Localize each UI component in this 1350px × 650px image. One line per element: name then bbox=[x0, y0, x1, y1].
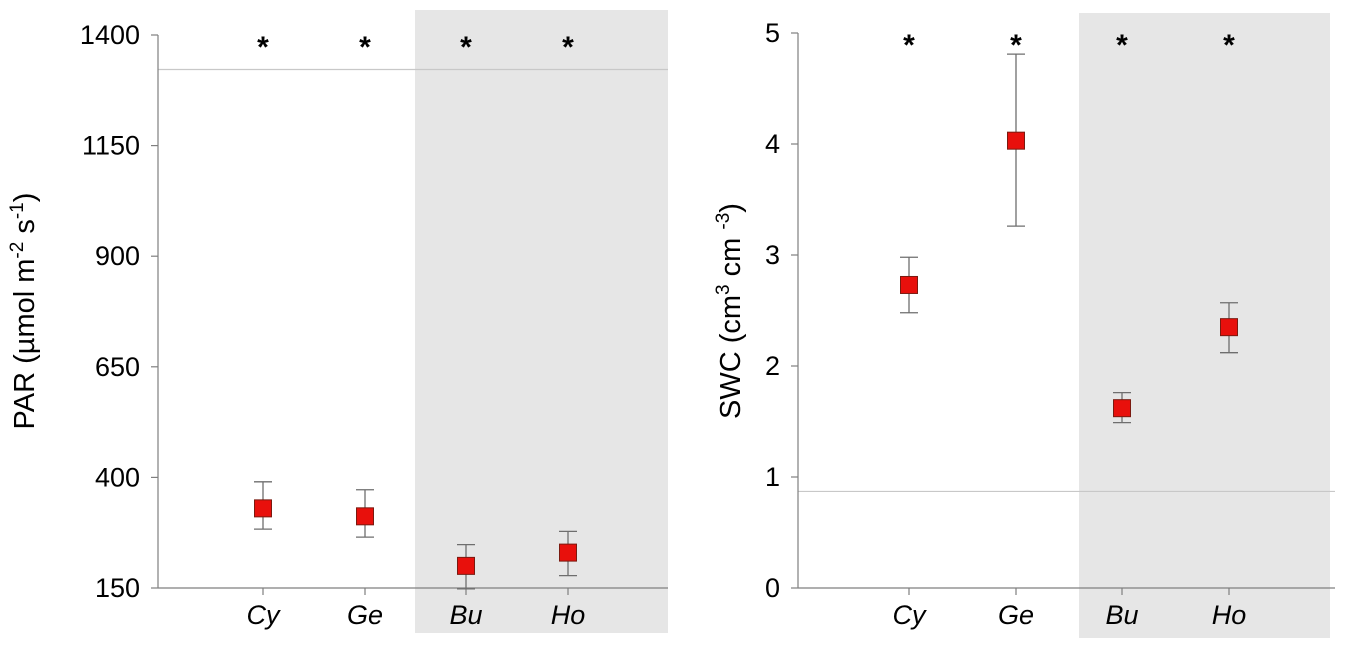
par-significance-star: * bbox=[257, 31, 269, 64]
swc-significance-star: * bbox=[1116, 29, 1128, 62]
swc-y-tick-label: 2 bbox=[765, 351, 780, 381]
par-data-point bbox=[559, 543, 577, 562]
swc-y-tick-label: 4 bbox=[765, 129, 780, 159]
swc-y-tick-label: 1 bbox=[765, 462, 780, 492]
par-data-point bbox=[254, 499, 272, 518]
swc-x-tick-label: Cy bbox=[893, 600, 927, 630]
par-x-tick-label: Ho bbox=[551, 600, 586, 630]
swc-y-tick-label: 3 bbox=[765, 240, 780, 270]
par-x-tick-label: Ge bbox=[347, 600, 383, 630]
swc-x-tick-label: Ge bbox=[998, 600, 1034, 630]
swc-significance-star: * bbox=[903, 29, 915, 62]
par-chart-panel: 150 400 650 900 1150 1400 Cy Ge Bu Ho PAR (µmol m-… bbox=[7, 10, 668, 633]
par-y-tick-label: 900 bbox=[95, 241, 140, 271]
par-data-point bbox=[457, 556, 475, 575]
par-y-tick-label: 400 bbox=[95, 462, 140, 492]
par-significance-star: * bbox=[562, 31, 574, 64]
swc-x-tick-label: Bu bbox=[1105, 600, 1138, 630]
swc-significance-star: * bbox=[1223, 29, 1235, 62]
par-x-tick-label: Bu bbox=[449, 600, 482, 630]
par-significance-star: * bbox=[359, 31, 371, 64]
swc-y-axis-title: SWC (cm3 cm -3) bbox=[713, 203, 747, 419]
par-y-tick-label: 1400 bbox=[80, 20, 140, 50]
par-shaded-region bbox=[415, 10, 668, 633]
swc-data-point bbox=[1113, 399, 1131, 418]
swc-y-tick-label: 5 bbox=[765, 18, 780, 48]
par-data-point bbox=[356, 507, 374, 526]
par-y-tick-label: 1150 bbox=[82, 131, 140, 161]
par-y-axis-title: PAR (µmol m-2 s-1) bbox=[7, 193, 41, 430]
swc-shaded-region bbox=[1079, 13, 1330, 638]
par-significance-star: * bbox=[460, 31, 472, 64]
swc-y-tick-label: 0 bbox=[765, 573, 780, 603]
swc-data-point bbox=[1220, 318, 1238, 337]
swc-data-point bbox=[1007, 131, 1025, 150]
par-x-tick-label: Cy bbox=[247, 600, 281, 630]
swc-data-point bbox=[900, 275, 918, 294]
par-y-tick-label: 650 bbox=[95, 352, 140, 382]
par-y-tick-label: 150 bbox=[95, 573, 140, 603]
swc-x-tick-label: Ho bbox=[1212, 600, 1247, 630]
